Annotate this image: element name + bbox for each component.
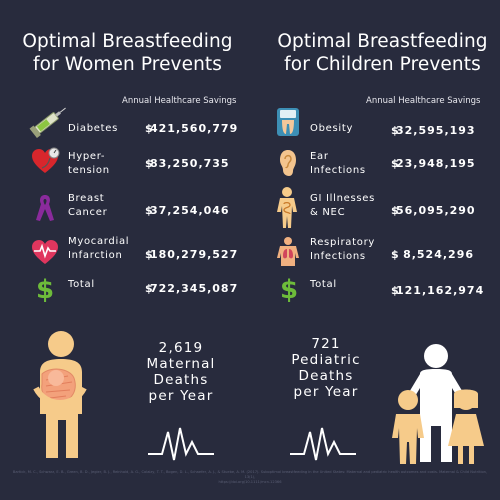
myocardial-infarction-amount: 180,279,527: [150, 248, 239, 261]
svg-text:$: $: [280, 275, 298, 302]
diabetes-currency: $: [145, 122, 153, 135]
maternal-deaths: 2,619 Maternal Deaths per Year: [135, 340, 227, 404]
heart-pulse-icon: [30, 238, 60, 266]
pediatric-deaths-count: 721: [311, 336, 341, 352]
children-total-label: Total: [310, 279, 337, 290]
obesity-currency: $: [391, 124, 399, 137]
women-total-amount: 722,345,087: [150, 282, 239, 295]
women-total-label: Total: [68, 279, 95, 290]
maternal-deaths-count: 2,619: [158, 340, 204, 356]
scale-icon: [276, 106, 300, 138]
citation: Bartick, M. C., Schwarz, E. B., Green, B…: [12, 470, 488, 484]
mother-baby-icon: [28, 328, 98, 462]
children-total-amount: 121,162,974: [396, 284, 485, 297]
gi-illnesses-currency: $: [391, 204, 399, 217]
diabetes-label: Diabetes: [68, 123, 118, 134]
ribbon-icon: [34, 193, 56, 223]
lungs-body-icon: [276, 236, 300, 266]
ear-infections-amount: 23,948,195: [396, 157, 476, 170]
hypertension-label: Hyper- tension: [68, 151, 110, 176]
women-total-currency: $: [145, 282, 153, 295]
breast-cancer-currency: $: [145, 204, 153, 217]
ear-infections-label: Ear Infections: [310, 151, 366, 176]
heartbeat-line-icon: [148, 420, 214, 464]
breast-cancer-label: Breast Cancer: [68, 193, 108, 218]
gi-illnesses-amount: 56,095,290: [396, 204, 476, 217]
myocardial-infarction-currency: $: [145, 248, 153, 261]
pediatric-deaths: 721 Pediatric Deaths per Year: [288, 336, 364, 400]
syringe-icon: [28, 104, 70, 138]
ear-icon: [278, 148, 298, 178]
svg-text:$: $: [36, 275, 54, 302]
children-total-currency: $: [391, 284, 399, 297]
dollar-icon: $: [280, 274, 298, 302]
hypertension-currency: $: [145, 157, 153, 170]
women-column-header: Annual Healthcare Savings: [122, 96, 237, 106]
women-title: Optimal Breastfeeding for Women Prevents: [22, 31, 233, 75]
gi-body-icon: [274, 186, 300, 230]
ear-infections-currency: $: [391, 157, 399, 170]
dollar-icon: $: [36, 274, 54, 302]
diabetes-amount: 421,560,779: [150, 122, 239, 135]
respiratory-infections-label: Respiratory Infections: [310, 237, 375, 262]
heart-gauge-icon: [30, 146, 60, 176]
obesity-amount: 32,595,193: [396, 124, 476, 137]
children-column-header: Annual Healthcare Savings: [366, 96, 481, 106]
myocardial-infarction-label: Myocardial Infarction: [68, 236, 130, 261]
family-icon: [384, 342, 488, 466]
breast-cancer-amount: 37,254,046: [150, 204, 230, 217]
respiratory-infections-amount: 8,524,296: [403, 248, 474, 261]
gi-illnesses-label: GI Illnesses & NEC: [310, 193, 376, 218]
children-title: Optimal Breastfeeding for Children Preve…: [277, 31, 488, 75]
heartbeat-line-icon: [290, 420, 356, 464]
obesity-label: Obesity: [310, 123, 354, 134]
hypertension-amount: 83,250,735: [150, 157, 230, 170]
respiratory-infections-currency: $: [391, 248, 399, 261]
